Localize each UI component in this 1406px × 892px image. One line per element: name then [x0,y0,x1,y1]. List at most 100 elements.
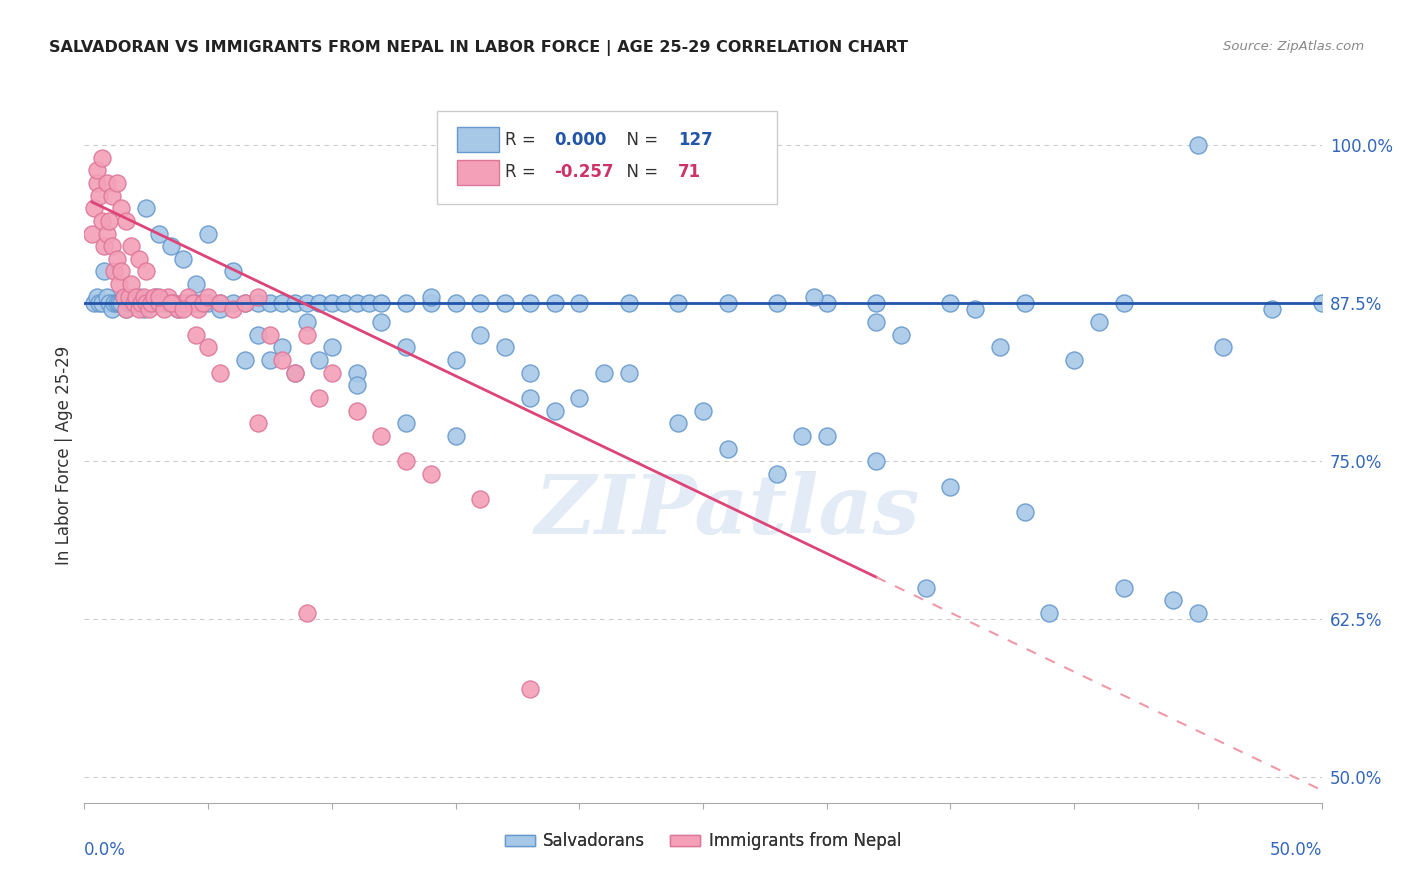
Point [167,302,190,317]
Point [177,296,200,310]
Point [209,366,232,380]
Point [128,302,150,317]
Point [110,264,132,278]
Point [83,296,105,310]
Point [157,296,180,310]
Point [568,391,591,405]
Point [112,290,135,304]
Point [1038,606,1060,620]
Point [152,296,174,310]
Point [246,327,269,342]
Point [444,296,467,310]
Point [172,296,194,310]
Point [1187,606,1209,620]
Point [105,252,128,266]
Point [370,429,392,443]
Point [1112,296,1135,310]
Point [321,296,343,310]
Point [184,277,207,292]
Point [470,327,492,342]
Point [395,340,418,354]
Point [152,302,174,317]
Point [470,492,492,507]
Point [100,188,122,202]
Point [132,302,155,317]
Point [110,201,132,215]
Point [666,296,689,310]
Point [132,290,155,304]
Point [100,302,122,317]
Point [346,378,368,392]
Point [1212,340,1234,354]
Point [444,429,467,443]
Point [717,442,740,456]
Point [135,296,157,310]
Point [157,290,180,304]
Text: 50.0%: 50.0% [1270,841,1322,859]
Point [666,417,689,431]
Point [295,296,318,310]
Point [197,296,219,310]
Point [96,290,118,304]
Point [766,467,789,481]
Point [815,429,838,443]
Point [246,296,269,310]
Point [1112,581,1135,595]
Point [395,454,418,468]
Point [815,296,838,310]
Y-axis label: In Labor Force | Age 25-29: In Labor Force | Age 25-29 [55,345,73,565]
Point [115,302,138,317]
Point [295,315,318,329]
Text: 0.0%: 0.0% [84,841,127,859]
Point [172,302,194,317]
Point [125,296,148,310]
Point [419,467,441,481]
Point [89,296,111,310]
Point [222,296,245,310]
Point [308,296,330,310]
Point [1088,315,1111,329]
Point [148,296,170,310]
Point [142,290,165,304]
Point [568,296,591,310]
Point [96,176,118,190]
Point [865,454,887,468]
Point [333,296,356,310]
Text: ZIPatlas: ZIPatlas [536,471,921,550]
Point [142,296,165,310]
Text: R =: R = [505,163,541,181]
Point [259,327,281,342]
Point [118,296,141,310]
Point [181,296,204,310]
Point [395,296,418,310]
Point [271,353,294,368]
Point [177,290,200,304]
Point [1261,302,1284,317]
Point [118,290,141,304]
Point [222,264,245,278]
Point [395,417,418,431]
Point [120,277,142,292]
Text: 127: 127 [678,131,713,149]
Point [939,479,962,493]
Point [370,315,392,329]
Point [233,296,256,310]
Point [141,296,163,310]
Point [259,353,281,368]
Text: N =: N = [616,131,664,149]
Point [191,296,214,310]
FancyBboxPatch shape [437,111,778,204]
Point [271,296,294,310]
Point [965,302,987,317]
Point [108,277,131,292]
Point [135,201,157,215]
Point [209,302,232,317]
Point [160,296,183,310]
Point [890,327,912,342]
Point [321,366,343,380]
Point [284,366,307,380]
Point [593,366,616,380]
Point [617,296,640,310]
Legend: Salvadorans, Immigrants from Nepal: Salvadorans, Immigrants from Nepal [498,826,908,857]
Point [98,214,121,228]
